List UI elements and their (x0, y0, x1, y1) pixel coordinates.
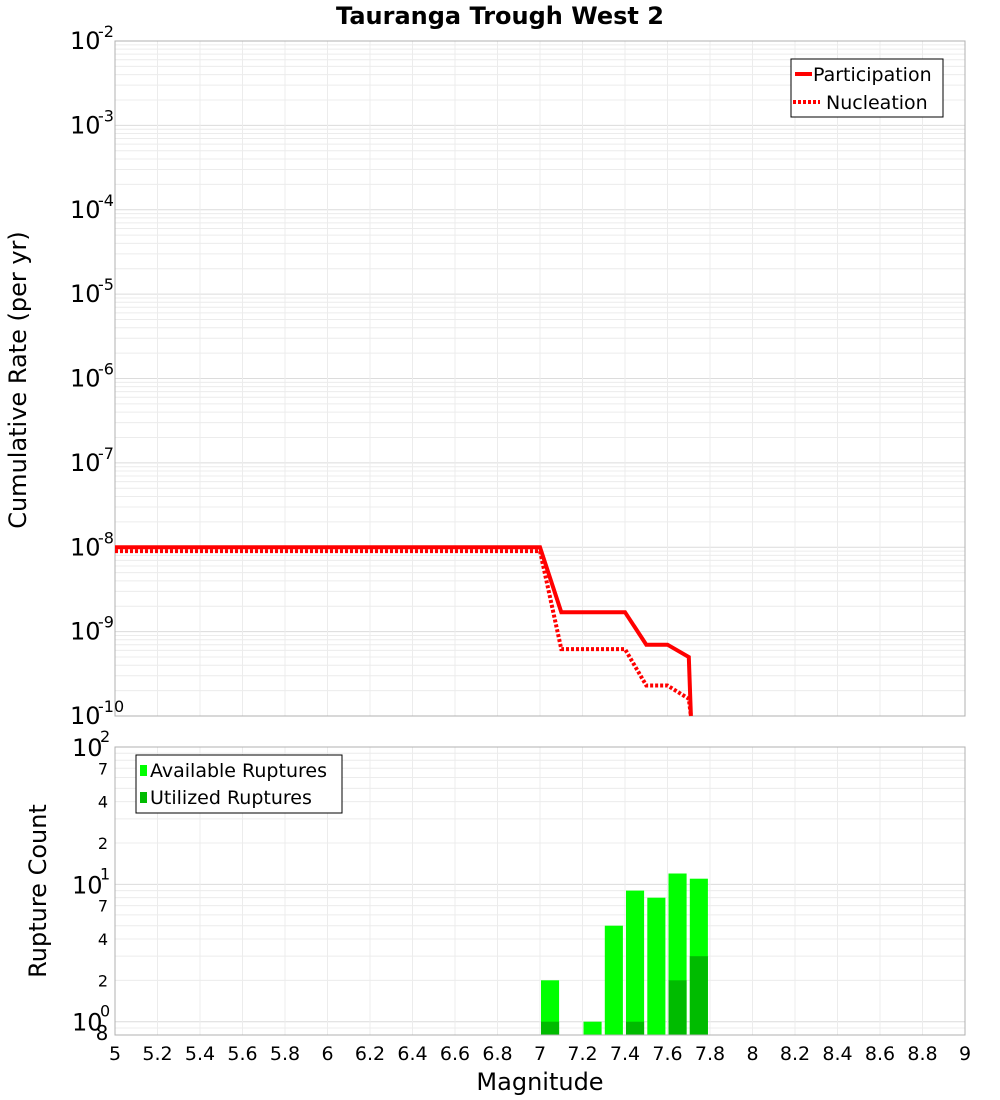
legend-label-available: Available Ruptures (150, 760, 327, 782)
y-tick-base: 10 (70, 111, 101, 139)
x-tick-label: 7.6 (652, 1043, 682, 1065)
bar-available (604, 925, 623, 1035)
x-tick-label: 7.4 (610, 1043, 640, 1065)
x-tick-label: 8.4 (822, 1043, 852, 1065)
y-tick-minor-label: 2 (98, 834, 108, 853)
bottom-legend: Available Ruptures Utilized Ruptures (135, 754, 343, 814)
y-tick-minor-label: 7 (98, 897, 108, 916)
y-tick-label: 10-2 (70, 22, 114, 55)
y-tick-minor-label: 7 (98, 759, 108, 778)
x-tick-label: 8.2 (780, 1043, 810, 1065)
y-tick-minor-label: 4 (98, 930, 108, 949)
x-tick-label: 5.4 (185, 1043, 215, 1065)
bar-available (583, 1021, 602, 1035)
y-tick-base: 10 (70, 449, 101, 477)
x-tick-label: 7.8 (695, 1043, 725, 1065)
x-axis-label: Magnitude (476, 1068, 603, 1096)
legend-swatch-utilized (140, 792, 147, 803)
bar-available (541, 980, 560, 1035)
bar-utilized (541, 1021, 560, 1035)
y-tick-exponent: 1 (100, 864, 110, 883)
x-tick-label: 7 (534, 1043, 546, 1065)
bar-utilized (668, 980, 687, 1035)
series-line-nucleation (115, 549, 693, 717)
y-tick-base: 10 (70, 27, 101, 55)
y-tick-bottom-label: 8 (96, 1021, 109, 1045)
y-tick-label: 10-5 (70, 275, 114, 308)
x-tick-label: 6.6 (440, 1043, 470, 1065)
legend-box (790, 58, 944, 118)
x-tick-label: 6 (321, 1043, 333, 1065)
y-tick-base: 10 (72, 1009, 103, 1037)
x-tick-label: 8 (746, 1043, 758, 1065)
y-tick-exponent: -9 (98, 613, 114, 632)
y-tick-minor-label: 4 (98, 793, 108, 812)
bottom-plot-area (114, 746, 966, 1036)
y-tick-exponent: -5 (98, 275, 114, 294)
x-tick-label: 5.2 (142, 1043, 172, 1065)
y-tick-minor-label: 2 (98, 971, 108, 990)
top-y-axis-label: Cumulative Rate (per yr) (4, 231, 32, 529)
top-plot-series (115, 545, 693, 717)
x-tick-label: 6.4 (397, 1043, 427, 1065)
y-tick-exponent: -3 (98, 106, 114, 125)
y-tick-base: 10 (70, 702, 101, 730)
y-tick-label: 10-8 (70, 528, 114, 561)
legend-swatch-available (140, 765, 147, 776)
y-tick-exponent: -10 (98, 697, 124, 716)
y-tick-label: 10-3 (70, 106, 114, 139)
x-tick-label: 9 (959, 1043, 971, 1065)
legend-box (135, 754, 343, 814)
y-tick-exponent: -4 (98, 191, 114, 210)
x-tick-label: 6.8 (482, 1043, 512, 1065)
bar-available (626, 890, 645, 1035)
y-tick-exponent: -6 (98, 360, 114, 379)
y-tick-label: 102 (72, 727, 110, 762)
y-tick-label: 10-6 (70, 360, 114, 393)
y-tick-exponent: 2 (100, 727, 110, 746)
x-tick-label: 5.8 (270, 1043, 300, 1065)
top-legend: Participation Nucleation (790, 58, 944, 118)
x-tick-label: 5.6 (227, 1043, 257, 1065)
y-tick-label: 10-4 (70, 191, 114, 224)
x-tick-label: 7.2 (567, 1043, 597, 1065)
legend-label-utilized: Utilized Ruptures (150, 787, 312, 809)
y-tick-label: 10-7 (70, 444, 114, 477)
bar-available (647, 897, 666, 1035)
bar-utilized (626, 1021, 645, 1035)
y-tick-exponent: -8 (98, 528, 114, 547)
y-tick-base: 10 (70, 365, 101, 393)
y-tick-base: 10 (72, 871, 103, 899)
y-tick-exponent: -2 (98, 22, 114, 41)
y-tick-base: 10 (70, 280, 101, 308)
y-tick-exponent: -7 (98, 444, 114, 463)
x-ticks: 5 5.2 5.4 5.6 5.8 6 6.2 6.4 6.6 6.8 7 7.2 7.4 7.6 7.8 8… (109, 1043, 971, 1065)
bottom-y-axis-label: Rupture Count (24, 804, 52, 978)
y-tick-label: 10-9 (70, 613, 114, 646)
x-tick-label: 8.8 (907, 1043, 937, 1065)
bottom-plot-bars (541, 873, 708, 1035)
y-tick-label: 100 (72, 1002, 110, 1037)
y-tick-label: 10-10 (70, 697, 124, 730)
legend-label-participation: Participation (813, 64, 932, 86)
x-tick-label: 8.6 (865, 1043, 895, 1065)
y-tick-base: 10 (70, 618, 101, 646)
y-tick-base: 10 (70, 533, 101, 561)
chart-title: Tauranga Trough West 2 (336, 2, 664, 30)
y-tick-exponent: 0 (100, 1002, 110, 1021)
y-tick-label: 101 (72, 864, 110, 899)
top-plot-area (114, 40, 966, 717)
y-tick-base: 10 (70, 196, 101, 224)
legend-label-nucleation: Nucleation (826, 92, 928, 114)
top-plot-grid (114, 41, 966, 717)
x-tick-label: 5 (109, 1043, 121, 1065)
bar-utilized (689, 956, 708, 1035)
x-tick-label: 6.2 (355, 1043, 385, 1065)
y-tick-base: 10 (72, 734, 103, 762)
